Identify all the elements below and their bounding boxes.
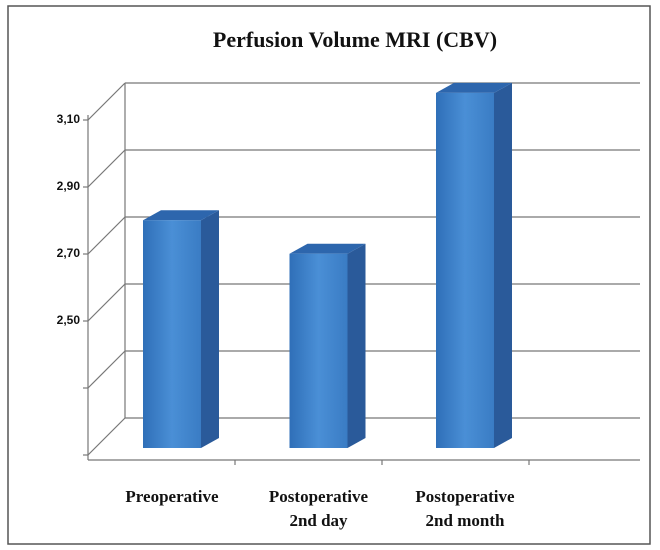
x-tick-label: 2nd day	[289, 511, 348, 530]
grid-diagonal	[87, 350, 126, 389]
bar-top	[289, 243, 366, 254]
bar-top	[436, 82, 512, 93]
grid-diagonal	[87, 216, 126, 255]
grid-diagonal	[87, 283, 126, 322]
frame	[7, 5, 651, 545]
bar-side	[494, 82, 512, 449]
bar	[289, 253, 348, 448]
y-tick-label: 2,70	[57, 246, 81, 260]
grid-diagonal	[87, 149, 126, 188]
bar-side	[347, 243, 366, 448]
grid-diagonal	[87, 82, 126, 121]
y-tick-label: 2,90	[57, 179, 81, 193]
bar-side	[201, 210, 219, 448]
y-tick-label: 2,50	[57, 313, 81, 327]
x-tick-label: Postoperative	[269, 487, 369, 506]
bar	[143, 220, 201, 448]
x-tick-label: Postoperative	[415, 487, 515, 506]
chart-title: Perfusion Volume MRI (CBV)	[213, 27, 497, 52]
x-tick-label: Preoperative	[125, 487, 219, 506]
bar-top	[143, 210, 219, 221]
x-tick-label: 2nd month	[426, 511, 505, 530]
bar	[436, 92, 494, 449]
grid-diagonal	[87, 417, 126, 456]
y-tick-label: 3,10	[57, 112, 81, 126]
